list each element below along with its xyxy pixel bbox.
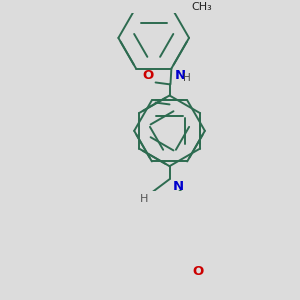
Text: O: O (193, 265, 204, 278)
Text: N: N (175, 69, 186, 82)
Text: H: H (140, 194, 148, 204)
Text: O: O (143, 68, 154, 82)
Text: H: H (183, 73, 190, 83)
Text: CH₃: CH₃ (191, 2, 212, 12)
Text: N: N (172, 180, 183, 193)
